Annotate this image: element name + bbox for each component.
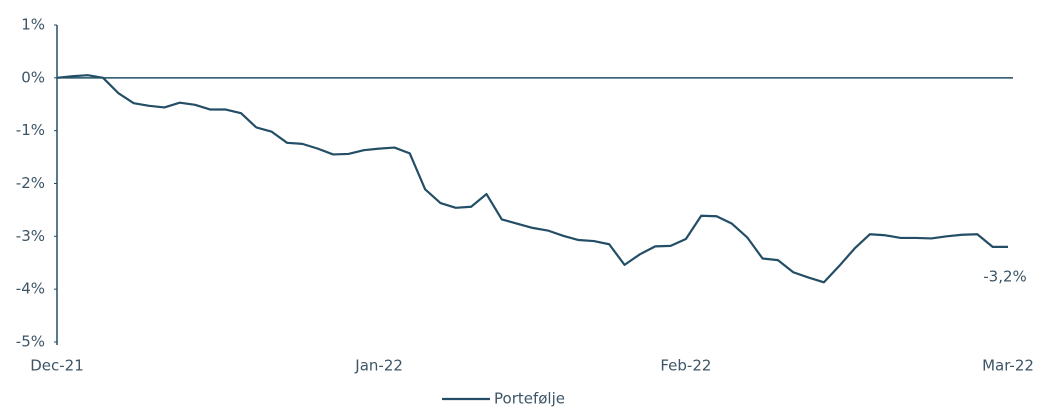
y-tick-label: -3%: [16, 227, 45, 245]
y-tick-label: -2%: [16, 174, 45, 192]
x-tick-label: Jan-22: [354, 357, 403, 375]
y-tick-label: 0%: [21, 68, 45, 86]
data-label: -3,2%: [983, 267, 1027, 285]
x-tick-label: Mar-22: [982, 357, 1034, 375]
y-tick-label: -4%: [16, 280, 45, 298]
y-tick-label: -1%: [16, 121, 45, 139]
legend-label: Portefølje: [494, 390, 565, 408]
y-tick-label: 1%: [21, 16, 45, 34]
line: [56, 74, 1008, 284]
y-tick-label: -5%: [16, 333, 45, 351]
x-tick-label: Feb-22: [660, 357, 711, 375]
x-tick-label: Dec-21: [30, 357, 84, 375]
